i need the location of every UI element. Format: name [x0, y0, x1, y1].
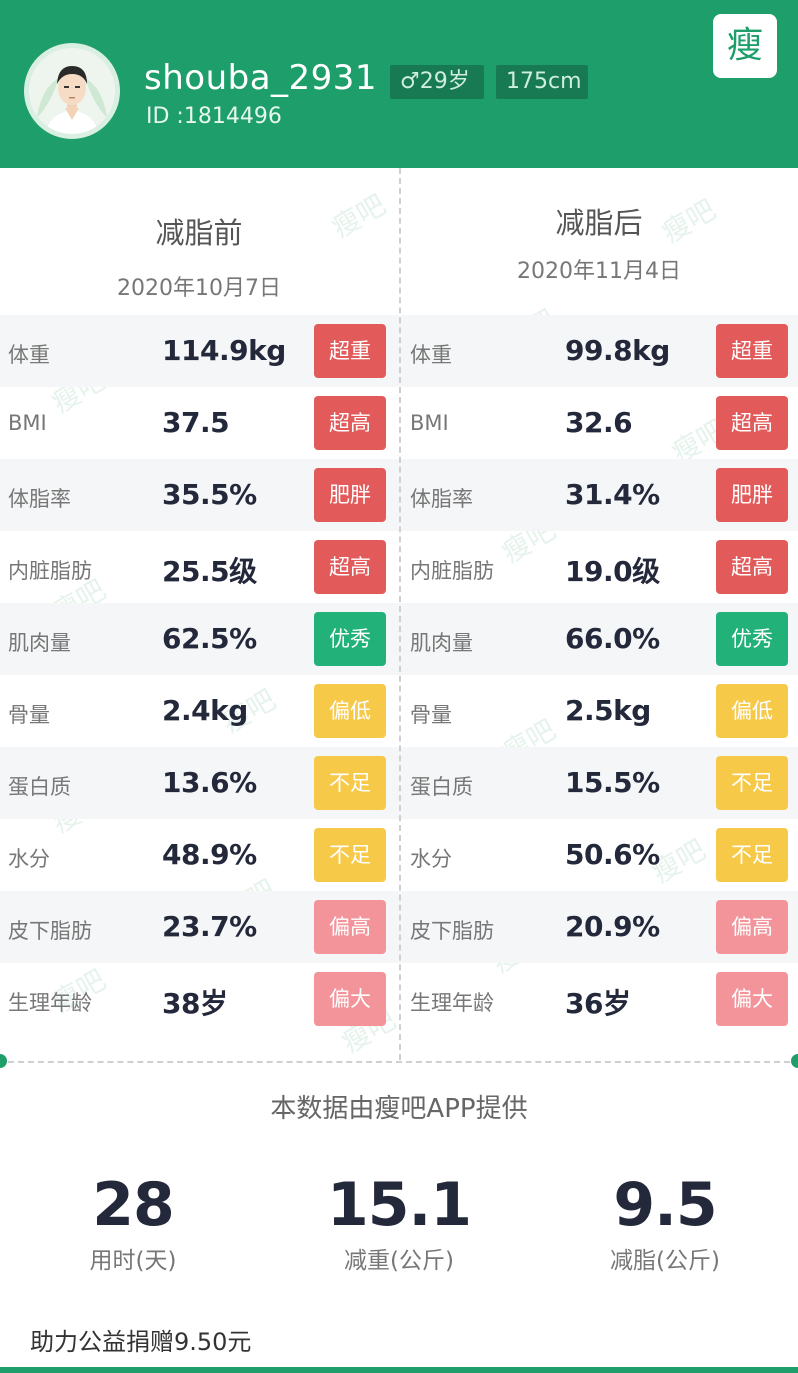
metric-value-after: 50.6%	[565, 838, 660, 871]
metric-value-before: 13.6%	[162, 766, 257, 799]
metric-label-before: 皮下脂肪	[8, 919, 92, 943]
column-divider	[399, 168, 401, 1060]
metric-row: 骨量 2.4kg 偏低 骨量 2.5kg 偏低	[0, 675, 798, 747]
status-badge-after: 不足	[716, 828, 788, 882]
metric-row: 生理年龄 38岁 偏大 生理年龄 36岁 偏大	[0, 963, 798, 1035]
metric-label-before: 骨量	[8, 703, 50, 727]
status-badge-before: 不足	[314, 756, 386, 810]
metric-value-before: 25.5级	[162, 555, 257, 588]
fat-loss-value: 9.5	[613, 1170, 717, 1240]
metric-value-before: 38岁	[162, 987, 228, 1020]
metric-label-after: 蛋白质	[410, 775, 473, 799]
status-badge-before: 偏高	[314, 900, 386, 954]
user-id: ID :1814496	[146, 104, 282, 129]
metric-label-after: 生理年龄	[410, 991, 494, 1015]
status-badge-after: 偏低	[716, 684, 788, 738]
metric-label-before: 生理年龄	[8, 991, 92, 1015]
metric-value-after: 66.0%	[565, 622, 660, 655]
bottom-bar	[0, 1367, 798, 1373]
status-badge-after: 偏大	[716, 972, 788, 1026]
metric-value-before: 2.4kg	[162, 694, 248, 727]
metric-label-after: 体脂率	[410, 487, 473, 511]
metric-value-before: 37.5	[162, 406, 230, 439]
ticket-notch	[791, 1054, 798, 1068]
days-label: 用时(天)	[89, 1248, 177, 1274]
metric-label-after: 体重	[410, 343, 452, 367]
metric-value-before: 114.9kg	[162, 334, 286, 367]
height-badge: 175cm	[496, 65, 588, 99]
gender-age-badge: ♂29岁	[390, 65, 484, 99]
status-badge-before: 超高	[314, 540, 386, 594]
status-badge-before: 偏大	[314, 972, 386, 1026]
username: shouba_2931	[144, 58, 378, 98]
metric-label-before: 体重	[8, 343, 50, 367]
metric-value-after: 20.9%	[565, 910, 660, 943]
metric-label-before: 内脏脂肪	[8, 559, 92, 583]
before-title: 减脂前	[155, 216, 243, 250]
metric-row: BMI 37.5 超高 BMI 32.6 超高	[0, 387, 798, 459]
metric-value-before: 35.5%	[162, 478, 257, 511]
metric-value-after: 31.4%	[565, 478, 660, 511]
status-badge-after: 肥胖	[716, 468, 788, 522]
metric-value-after: 36岁	[565, 987, 631, 1020]
metric-label-before: BMI	[8, 411, 47, 435]
metric-value-before: 48.9%	[162, 838, 257, 871]
metric-label-after: 骨量	[410, 703, 452, 727]
fat-loss-label: 减脂(公斤)	[610, 1248, 720, 1274]
days-value: 28	[92, 1170, 175, 1240]
status-badge-before: 优秀	[314, 612, 386, 666]
metric-label-before: 体脂率	[8, 487, 71, 511]
metric-label-before: 蛋白质	[8, 775, 71, 799]
status-badge-after: 超高	[716, 540, 788, 594]
weight-loss-value: 15.1	[326, 1170, 472, 1240]
status-badge-before: 超高	[314, 396, 386, 450]
profile-header: shouba_2931 ID :1814496 ♂29岁 175cm 瘦吧	[0, 0, 798, 168]
status-badge-before: 偏低	[314, 684, 386, 738]
app-logo: 瘦吧	[713, 14, 777, 130]
donation-text: 助力公益捐赠9.50元	[30, 1328, 252, 1356]
avatar-illustration	[29, 48, 115, 134]
data-provider-text: 本数据由瘦吧APP提供	[270, 1094, 528, 1124]
metric-label-after: 皮下脂肪	[410, 919, 494, 943]
status-badge-after: 不足	[716, 756, 788, 810]
weight-loss-label: 减重(公斤)	[344, 1248, 454, 1274]
avatar[interactable]	[24, 43, 120, 139]
status-badge-after: 超高	[716, 396, 788, 450]
after-title: 减脂后	[555, 206, 643, 240]
metric-label-after: BMI	[410, 411, 449, 435]
metric-label-before: 水分	[8, 847, 50, 871]
metric-label-after: 水分	[410, 847, 452, 871]
status-badge-after: 偏高	[716, 900, 788, 954]
metric-value-after: 19.0级	[565, 555, 660, 588]
metric-label-after: 肌肉量	[410, 631, 473, 655]
section-divider	[8, 1061, 790, 1063]
metric-row: 水分 48.9% 不足 水分 50.6% 不足	[0, 819, 798, 891]
metric-value-after: 32.6	[565, 406, 633, 439]
metric-value-after: 2.5kg	[565, 694, 651, 727]
status-badge-before: 肥胖	[314, 468, 386, 522]
metric-value-before: 62.5%	[162, 622, 257, 655]
status-badge-before: 超重	[314, 324, 386, 378]
ticket-notch	[0, 1054, 7, 1068]
before-date: 2020年10月7日	[117, 276, 281, 301]
metric-value-after: 15.5%	[565, 766, 660, 799]
after-date: 2020年11月4日	[517, 259, 681, 284]
metric-row: 内脏脂肪 25.5级 超高 内脏脂肪 19.0级 超高	[0, 531, 798, 603]
metric-label-after: 内脏脂肪	[410, 559, 494, 583]
metric-label-before: 肌肉量	[8, 631, 71, 655]
status-badge-after: 超重	[716, 324, 788, 378]
metric-value-after: 99.8kg	[565, 334, 670, 367]
status-badge-before: 不足	[314, 828, 386, 882]
metric-value-before: 23.7%	[162, 910, 257, 943]
status-badge-after: 优秀	[716, 612, 788, 666]
